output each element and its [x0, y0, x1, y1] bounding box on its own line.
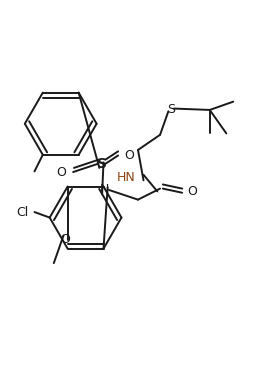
Text: HN: HN — [116, 171, 135, 184]
Text: O: O — [56, 165, 66, 179]
Text: O: O — [124, 149, 134, 162]
Text: O: O — [60, 233, 70, 246]
Text: Cl: Cl — [17, 206, 29, 219]
Text: S: S — [167, 104, 175, 117]
Text: S: S — [97, 157, 107, 171]
Text: N: N — [100, 183, 110, 197]
Text: O: O — [188, 185, 198, 198]
